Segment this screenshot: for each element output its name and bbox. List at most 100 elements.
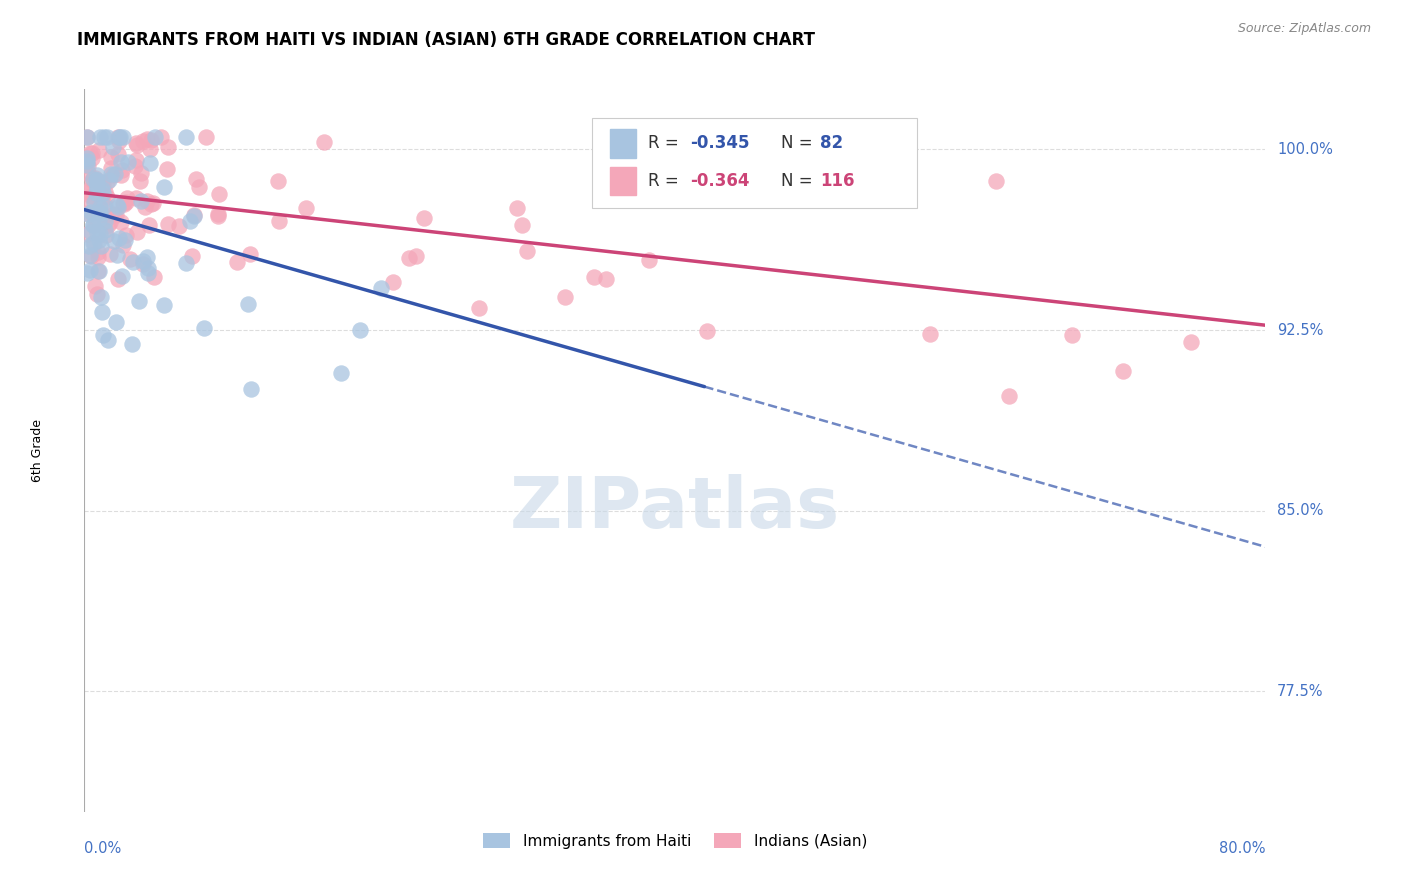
Point	[139, 142, 162, 156]
Point	[87, 211, 110, 226]
Point	[87, 245, 110, 260]
Point	[468, 301, 491, 315]
Point	[97, 172, 120, 186]
Point	[174, 256, 197, 270]
Point	[76, 227, 98, 242]
Text: R =: R =	[648, 135, 683, 153]
Point	[125, 136, 148, 151]
Point	[121, 255, 143, 269]
Point	[100, 167, 122, 181]
Point	[90, 178, 112, 192]
Point	[107, 200, 129, 214]
Point	[89, 200, 111, 214]
Point	[129, 194, 152, 208]
Point	[107, 134, 129, 148]
Point	[195, 130, 218, 145]
Point	[86, 168, 108, 182]
Text: 0.0%: 0.0%	[84, 840, 121, 855]
Point	[83, 219, 105, 233]
Point	[105, 208, 128, 222]
Point	[111, 237, 134, 252]
Point	[86, 179, 108, 194]
Point	[83, 170, 105, 185]
Point	[1060, 328, 1083, 343]
Text: ZIPatlas: ZIPatlas	[510, 474, 839, 542]
Point	[128, 293, 150, 308]
Point	[103, 168, 125, 182]
Point	[80, 249, 103, 263]
Point	[132, 254, 155, 268]
Point	[107, 130, 129, 145]
Point	[87, 205, 110, 219]
Point	[94, 210, 117, 224]
Point	[94, 223, 117, 237]
Point	[87, 199, 110, 213]
Point	[103, 167, 125, 181]
Point	[107, 130, 129, 145]
Point	[136, 266, 159, 280]
Point	[156, 161, 179, 176]
Point	[136, 250, 159, 264]
Point	[111, 268, 134, 283]
Point	[370, 281, 392, 295]
Text: N =: N =	[782, 135, 818, 153]
Point	[136, 132, 159, 146]
Point	[139, 197, 162, 211]
Point	[110, 168, 132, 182]
Point	[181, 249, 204, 263]
Text: 92.5%: 92.5%	[1277, 323, 1323, 337]
Point	[314, 136, 336, 150]
Point	[89, 227, 111, 241]
Point	[1112, 363, 1135, 377]
FancyBboxPatch shape	[592, 118, 917, 209]
Point	[80, 189, 103, 203]
Point	[129, 174, 152, 188]
Point	[93, 197, 115, 211]
Point	[240, 382, 263, 396]
Point	[110, 130, 132, 145]
Point	[997, 389, 1019, 403]
Point	[91, 177, 114, 191]
Point	[295, 201, 318, 215]
Point	[94, 213, 117, 227]
Point	[77, 184, 100, 198]
Point	[82, 173, 104, 187]
Point	[139, 156, 162, 170]
Point	[153, 298, 176, 312]
Point	[83, 194, 105, 209]
Point	[138, 218, 160, 232]
Point	[80, 225, 103, 239]
Text: IMMIGRANTS FROM HAITI VS INDIAN (ASIAN) 6TH GRADE CORRELATION CHART: IMMIGRANTS FROM HAITI VS INDIAN (ASIAN) …	[77, 31, 815, 49]
Point	[100, 161, 122, 175]
Point	[174, 130, 197, 145]
Text: 116: 116	[820, 172, 855, 190]
Point	[749, 176, 772, 190]
Point	[330, 366, 353, 380]
Point	[108, 231, 131, 245]
Point	[349, 323, 371, 337]
Point	[239, 247, 262, 261]
Point	[77, 239, 100, 253]
Point	[100, 150, 122, 164]
Point	[101, 139, 124, 153]
Point	[82, 172, 104, 186]
Point	[86, 173, 108, 187]
Point	[80, 205, 103, 219]
Point	[91, 176, 114, 190]
Point	[145, 130, 167, 145]
Point	[112, 197, 135, 211]
Point	[107, 147, 129, 161]
Point	[671, 181, 693, 195]
Point	[120, 252, 142, 266]
Point	[89, 264, 111, 278]
Point	[595, 272, 617, 286]
Point	[115, 227, 138, 242]
Point	[80, 152, 103, 166]
Point	[91, 327, 114, 342]
Point	[90, 239, 112, 253]
Point	[82, 219, 104, 233]
Point	[112, 130, 135, 145]
Point	[150, 130, 173, 145]
Point	[87, 143, 110, 157]
Point	[139, 133, 162, 147]
